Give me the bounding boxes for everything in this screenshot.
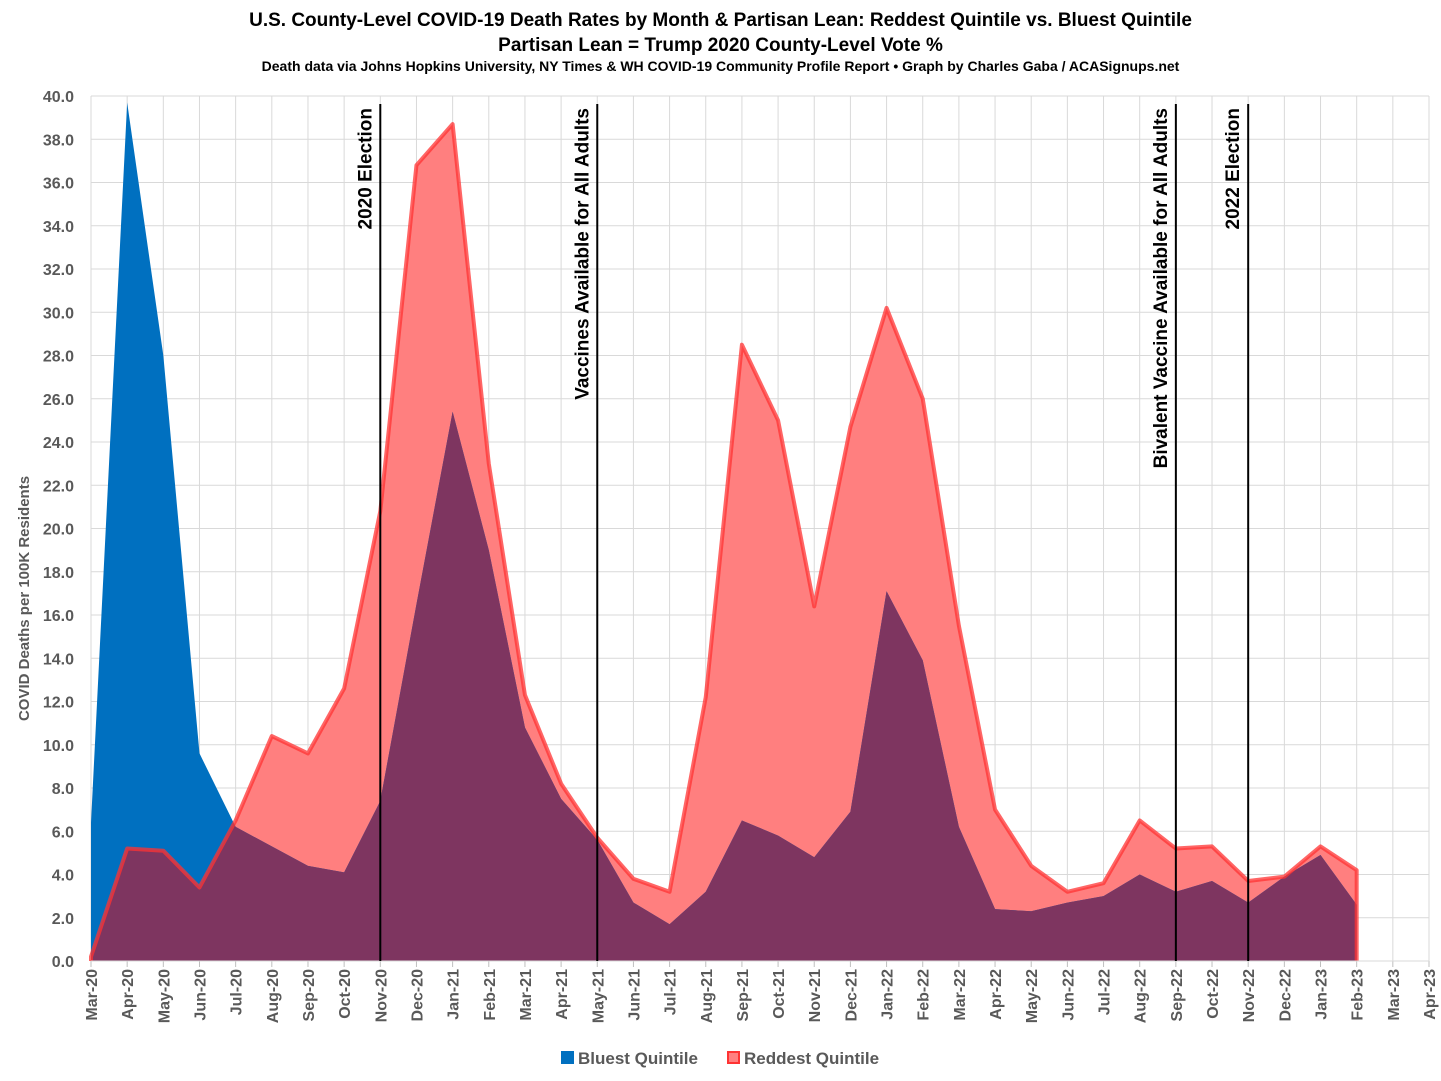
x-tick-label: Sep-20 (301, 969, 318, 1022)
x-tick-label: Mar-23 (1386, 969, 1403, 1021)
x-tick-label: Nov-22 (1241, 969, 1258, 1022)
x-tick-label: Aug-21 (699, 969, 716, 1023)
x-tick-label: Jun-20 (192, 969, 209, 1021)
x-tick-label: Oct-20 (337, 969, 354, 1019)
y-tick-label: 34.0 (43, 219, 74, 236)
y-tick-label: 38.0 (43, 132, 74, 149)
annotation-label: Bivalent Vaccine Available for All Adult… (1151, 108, 1172, 468)
y-tick-label: 14.0 (43, 651, 74, 668)
y-tick-label: 6.0 (52, 824, 74, 841)
x-tick-label: Jul-20 (229, 969, 246, 1015)
y-tick-label: 12.0 (43, 695, 74, 712)
y-tick-label: 0.0 (52, 954, 74, 971)
y-axis-label: COVID Deaths per 100K Residents (16, 476, 33, 721)
chart-title: U.S. County-Level COVID-19 Death Rates b… (249, 10, 1192, 31)
x-tick-label: Apr-21 (554, 969, 571, 1020)
x-tick-label: Oct-22 (1205, 969, 1222, 1019)
x-tick-label: Sep-21 (735, 969, 752, 1022)
y-tick-label: 28.0 (43, 349, 74, 366)
x-tick-label: Dec-21 (843, 969, 860, 1022)
legend-swatch-bluest (561, 1051, 574, 1064)
x-tick-label: Aug-22 (1133, 969, 1150, 1023)
y-tick-label: 4.0 (52, 868, 74, 885)
x-tick-label: Apr-20 (120, 969, 137, 1020)
x-tick-label: Dec-22 (1277, 969, 1294, 1022)
x-tick-label: Apr-23 (1422, 969, 1439, 1020)
x-tick-label: Feb-22 (916, 969, 933, 1021)
y-tick-label: 18.0 (43, 565, 74, 582)
x-tick-label: Jan-23 (1314, 969, 1331, 1020)
x-tick-label: Jun-22 (1060, 969, 1077, 1021)
chart-source: Death data via Johns Hopkins University,… (261, 58, 1180, 74)
x-tick-label: Mar-20 (84, 969, 101, 1021)
x-tick-label: Jan-21 (446, 969, 463, 1020)
x-tick-label: Mar-21 (518, 969, 535, 1021)
y-tick-label: 16.0 (43, 608, 74, 625)
overlap-area (91, 411, 1357, 962)
x-tick-label: Oct-21 (771, 969, 788, 1019)
y-tick-label: 22.0 (43, 478, 74, 495)
y-tick-label: 24.0 (43, 435, 74, 452)
legend-label-bluest: Bluest Quintile (578, 1049, 698, 1068)
y-tick-label: 20.0 (43, 522, 74, 539)
y-tick-label: 2.0 (52, 911, 74, 928)
y-tick-label: 40.0 (43, 89, 74, 106)
reddest-line (89, 122, 1359, 961)
x-tick-label: Nov-21 (807, 969, 824, 1022)
x-tick-label: May-20 (156, 969, 173, 1023)
x-tick-label: Jul-21 (663, 969, 680, 1015)
y-tick-label: 26.0 (43, 392, 74, 409)
x-tick-label: Feb-21 (482, 969, 499, 1021)
x-tick-label: Feb-23 (1350, 969, 1367, 1021)
y-tick-label: 30.0 (43, 305, 74, 322)
x-tick-label: Jul-22 (1097, 969, 1114, 1015)
x-tick-label: May-21 (590, 969, 607, 1023)
annotation-label: 2020 Election (355, 108, 376, 229)
y-tick-label: 10.0 (43, 738, 74, 755)
x-tick-label: May-22 (1024, 969, 1041, 1023)
x-tick-label: Nov-20 (373, 969, 390, 1022)
annotation-label: Vaccines Available for All Adults (572, 108, 593, 400)
y-tick-label: 8.0 (52, 781, 74, 798)
y-tick-label: 32.0 (43, 262, 74, 279)
x-tick-label: Apr-22 (988, 969, 1005, 1020)
x-tick-label: Dec-20 (409, 969, 426, 1022)
x-tick-label: Jan-22 (880, 969, 897, 1020)
chart-subtitle: Partisan Lean = Trump 2020 County-Level … (498, 35, 943, 56)
annotation-label: 2022 Election (1223, 108, 1244, 229)
x-tick-label: Jun-21 (626, 969, 643, 1021)
legend-label-reddest: Reddest Quintile (744, 1049, 879, 1068)
legend-swatch-reddest (727, 1051, 740, 1064)
x-tick-label: Sep-22 (1169, 969, 1186, 1022)
x-tick-label: Aug-20 (265, 969, 282, 1023)
y-tick-label: 36.0 (43, 176, 74, 193)
x-tick-label: Mar-22 (952, 969, 969, 1021)
